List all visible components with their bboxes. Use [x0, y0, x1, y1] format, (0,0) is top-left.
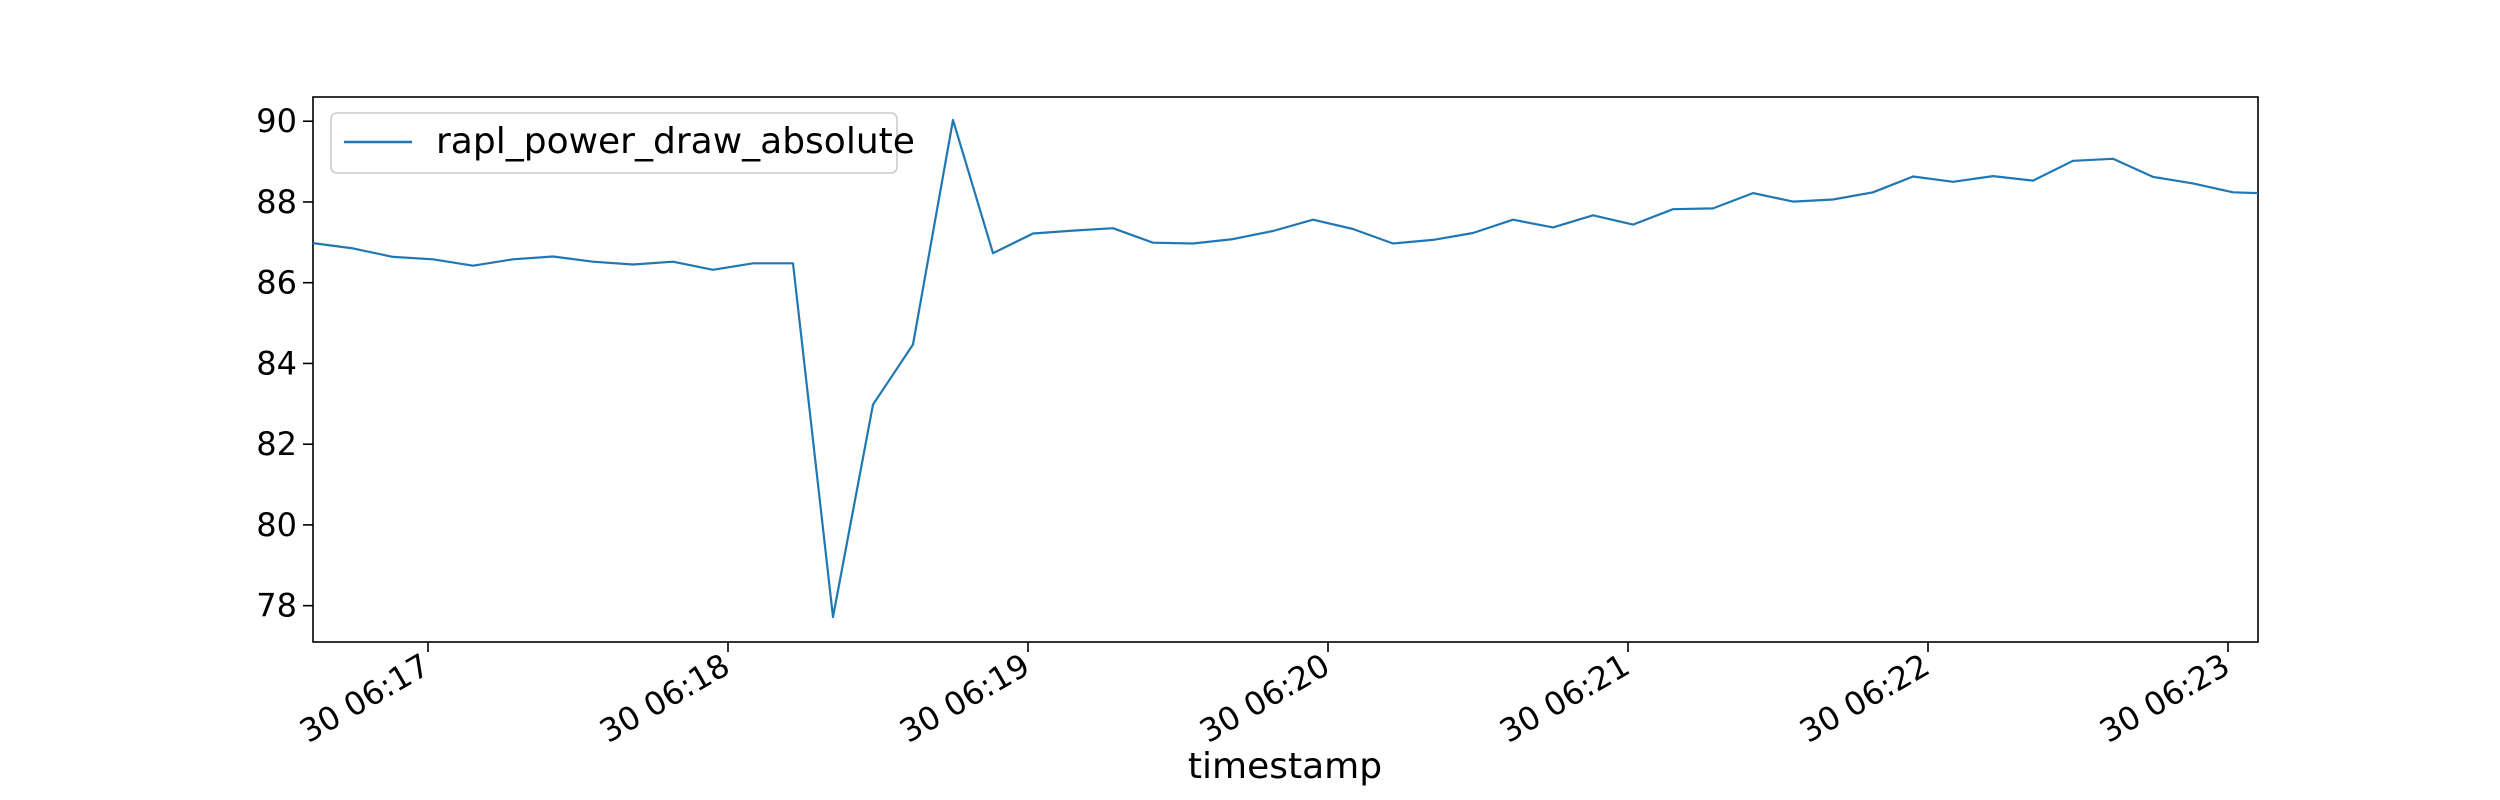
y-axis: 78 80 82 84 86 88 90: [256, 102, 313, 625]
legend: rapl_power_draw_absolute: [330, 112, 915, 174]
y-tick-label: 84: [256, 344, 297, 382]
x-axis-label: timestamp: [1188, 746, 1382, 787]
legend-label-rapl-power-draw-absolute: rapl_power_draw_absolute: [436, 121, 915, 162]
y-tick-label: 80: [256, 506, 297, 544]
y-tick-label: 88: [256, 183, 297, 221]
plot-area: [312, 96, 2259, 643]
y-tick-label: 86: [256, 264, 297, 302]
y-tick-label: 78: [256, 587, 297, 625]
series-layer: [312, 118, 2259, 619]
y-tick-label: 82: [256, 425, 297, 463]
plot-frame: [312, 96, 2259, 643]
series-line-rapl-power-draw-absolute: [312, 118, 2259, 619]
y-tick-label: 90: [256, 102, 297, 140]
legend-box: [330, 112, 898, 174]
